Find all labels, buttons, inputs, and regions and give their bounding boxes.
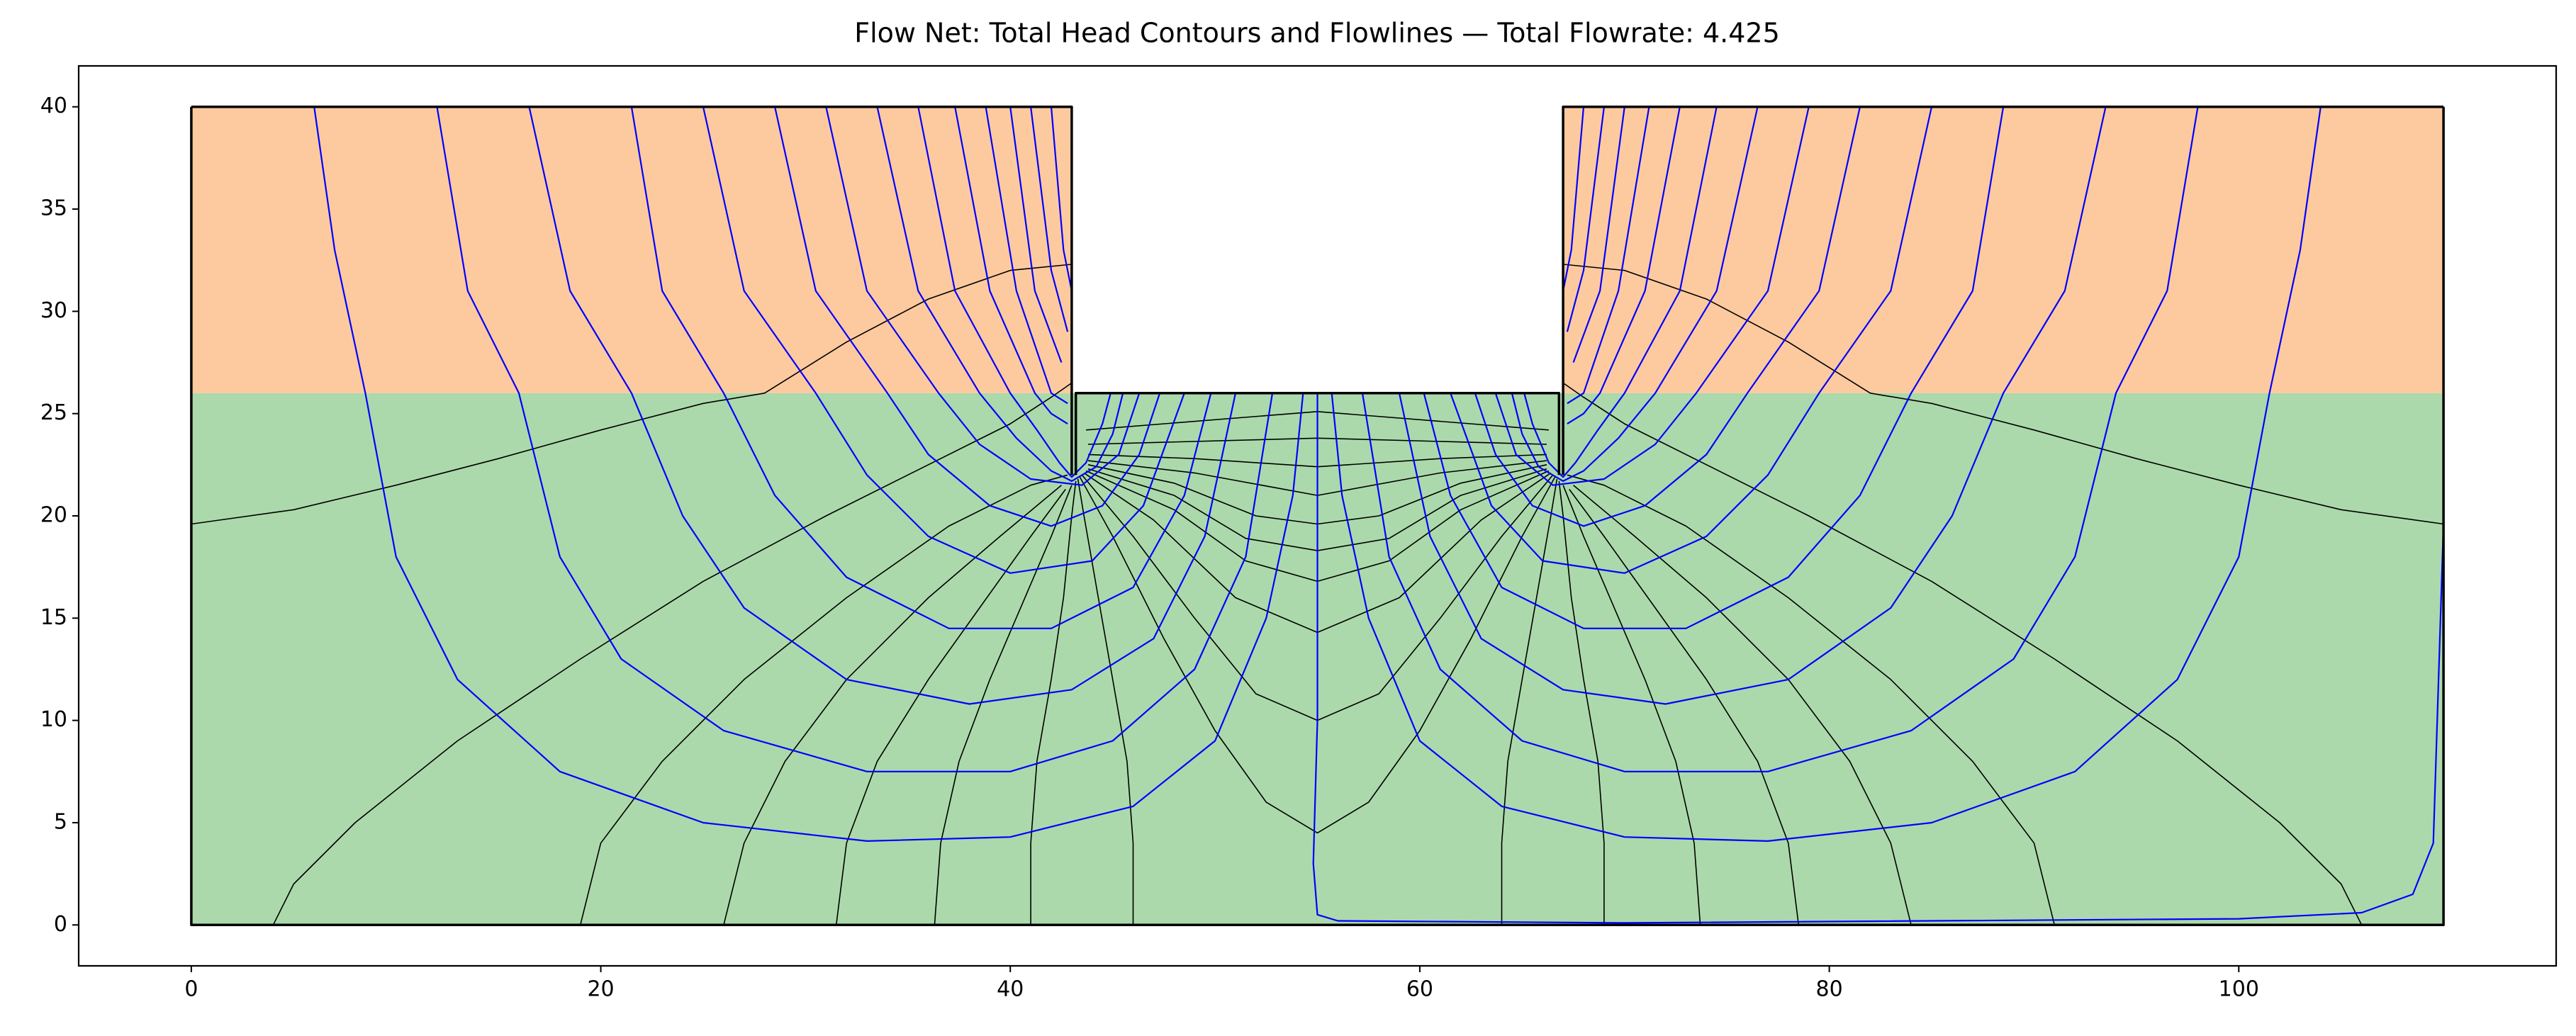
x-tick-label: 40 (997, 977, 1024, 1002)
head-contour (985, 106, 1068, 405)
head-contour (436, 106, 1274, 772)
soil-region (1563, 106, 2444, 393)
y-tick-label: 40 (40, 94, 67, 118)
head-contour (1398, 106, 2107, 705)
chart-title: Flow Net: Total Head Contours and Flowli… (854, 18, 1780, 49)
head-contour (1567, 106, 1681, 425)
flowline (1501, 478, 1558, 925)
head-contour (702, 106, 1185, 574)
y-tick-label: 30 (40, 298, 67, 323)
head-contour (1566, 106, 1605, 332)
flowline (272, 382, 1073, 925)
head-contour (876, 106, 1124, 482)
flowline (1562, 382, 2363, 925)
head-contour (1450, 106, 1933, 574)
y-tick-label: 35 (40, 196, 67, 221)
y-tick-label: 0 (54, 912, 67, 937)
flowline (1079, 476, 1556, 834)
flowline (191, 264, 1072, 525)
flowline (1562, 485, 1701, 925)
head-contour (1312, 393, 2445, 924)
head-contour (1523, 106, 1718, 478)
boundary (1074, 392, 1561, 475)
head-contour (528, 106, 1237, 705)
boundary (190, 106, 2445, 927)
flowline (1558, 480, 1605, 925)
head-contour (1494, 106, 1810, 486)
head-contour (1361, 106, 2199, 772)
flowline (1077, 478, 1134, 925)
head-contour (1423, 106, 2005, 629)
head-contour (825, 106, 1141, 486)
flowline (934, 485, 1073, 925)
head-contour (313, 106, 1304, 842)
head-contour (1050, 106, 1073, 291)
boundary (1562, 105, 2444, 475)
head-contour (1009, 106, 1063, 363)
head-contour (1572, 106, 1625, 363)
flowline (835, 489, 1066, 925)
flowline (1569, 489, 1800, 925)
plot-area (190, 105, 2445, 927)
boundary (191, 105, 1073, 475)
x-tick-label: 0 (184, 977, 198, 1002)
flowline (1563, 264, 2444, 525)
head-contour (954, 106, 1068, 425)
y-tick-label: 10 (40, 707, 67, 732)
head-contour (1331, 106, 2322, 842)
y-tick-label: 25 (40, 400, 67, 425)
head-contour (630, 106, 1212, 629)
flowline (1030, 480, 1077, 925)
flowline (579, 474, 1068, 925)
head-contour (1030, 106, 1069, 332)
soil-region (191, 106, 1072, 393)
x-tick-label: 20 (587, 977, 614, 1002)
x-tick-label: 100 (2219, 977, 2259, 1002)
head-contour (917, 106, 1111, 478)
x-tick-label: 80 (1816, 977, 1843, 1002)
head-contour (774, 106, 1161, 527)
x-tick-label: 60 (1406, 977, 1433, 1002)
y-tick-label: 20 (40, 503, 67, 528)
flowline (1567, 474, 2056, 925)
head-contour (1567, 106, 1650, 405)
y-tick-label: 5 (54, 809, 67, 834)
head-contour (1511, 106, 1759, 482)
head-contour (1474, 106, 1861, 527)
y-tick-label: 15 (40, 605, 67, 630)
head-contour (1562, 106, 1585, 291)
